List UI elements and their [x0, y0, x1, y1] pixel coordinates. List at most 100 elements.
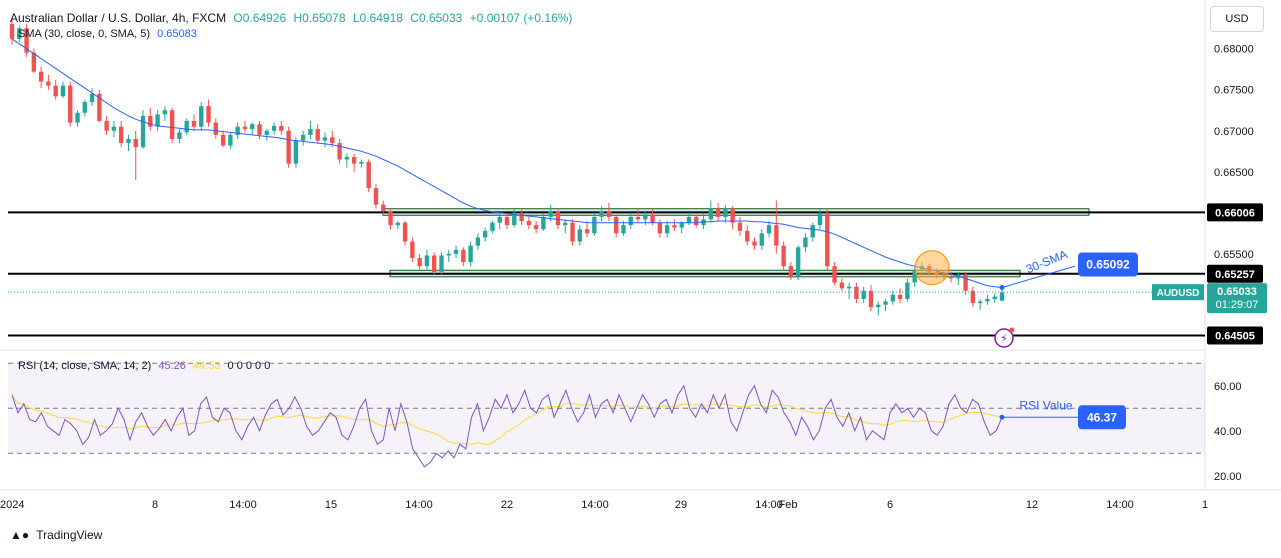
rsi-value-badge-text: 46.37	[1087, 410, 1117, 424]
price-tick-label: 0.67500	[1214, 85, 1254, 97]
candle-body	[373, 188, 379, 205]
candle-body	[686, 216, 692, 223]
footer-brand[interactable]: ▲● TradingView	[10, 528, 102, 542]
candle-body	[723, 208, 728, 217]
time-tick-label: 22	[501, 499, 513, 511]
candle-body	[235, 126, 240, 135]
ohlc-open: O0.64926	[233, 11, 287, 25]
candle-body	[999, 292, 1005, 301]
ohlc-change: +0.00107 (+0.16%)	[469, 11, 573, 25]
rsi-legend-value: 45.26	[158, 360, 186, 372]
symbol-tag	[1152, 284, 1204, 301]
candle-body	[883, 301, 888, 305]
sma-legend[interactable]: SMA (30, close, 0, SMA, 5) 0.65083	[18, 28, 197, 40]
candle-body	[577, 229, 582, 242]
candle-body	[825, 212, 830, 267]
level-price-tag-text: 0.64505	[1215, 330, 1255, 342]
candle-body	[271, 125, 277, 131]
candle-body	[599, 211, 604, 217]
candle-body	[482, 230, 488, 238]
candle-body	[861, 290, 866, 299]
candle-body	[970, 290, 976, 304]
footer-brand-text: TradingView	[36, 528, 103, 542]
candle-body	[410, 241, 415, 258]
ohlc-high: H0.65078	[293, 11, 346, 25]
candle-body	[279, 125, 284, 131]
candle-body	[228, 134, 233, 146]
candle-body	[526, 221, 532, 226]
candle-body	[446, 253, 451, 256]
sma-value-badge-text: 0.65092	[1086, 258, 1130, 272]
chart-title: Australian Dollar / U.S. Dollar, 4h, FXC…	[10, 11, 227, 25]
candle-body	[635, 216, 641, 220]
candle-body	[890, 294, 895, 302]
ohlc-low: L0.64918	[352, 11, 403, 25]
candle-body	[730, 208, 735, 223]
candle-body	[250, 124, 255, 130]
sma-value-badge	[1078, 252, 1138, 277]
candle-body	[672, 225, 677, 228]
candle-body	[548, 211, 553, 217]
candle-body	[555, 211, 561, 226]
candle-body	[475, 237, 481, 246]
candle-body	[570, 222, 575, 242]
candle-body	[533, 225, 539, 230]
candle-body	[119, 126, 124, 144]
currency-button[interactable]: USD	[1210, 6, 1264, 32]
candle-body	[948, 276, 954, 279]
candle-body	[169, 110, 175, 139]
level-price-tag-text: 0.66006	[1215, 207, 1255, 219]
candle-body	[206, 106, 211, 123]
candle-body	[992, 296, 997, 299]
rsi-legend-ma-value: 44.53	[192, 360, 221, 372]
candle-body	[213, 122, 219, 135]
candle-body	[330, 137, 335, 144]
time-tick-label: 14:00	[755, 499, 783, 511]
rsi-tick-label: 20.00	[1214, 471, 1242, 483]
candle-body	[563, 222, 568, 226]
time-tick-label: 6	[887, 499, 893, 511]
candle-body	[453, 249, 459, 254]
rsi-line	[11, 384, 1003, 468]
time-tick-label: 12	[1026, 499, 1038, 511]
candle-body	[839, 282, 845, 289]
candle-body	[963, 274, 968, 291]
time-tick-label: Feb	[779, 499, 798, 511]
time-tick-label: 29	[675, 499, 687, 511]
candle-body	[242, 126, 248, 130]
rsi-legend[interactable]: RSI (14, close, SMA, 14, 2) 45.26 44.53 …	[18, 360, 270, 372]
candle-body	[424, 255, 430, 267]
candle-body	[46, 81, 51, 86]
candle-body	[293, 140, 299, 164]
candle-body	[679, 222, 684, 228]
candle-body	[628, 216, 633, 226]
rsi-ma-line	[11, 394, 1003, 445]
candle-body	[31, 52, 37, 72]
candle-body	[300, 134, 306, 141]
candle-body	[126, 138, 131, 144]
candle-body	[308, 129, 313, 135]
candle-body	[854, 286, 859, 299]
candle-body	[817, 212, 823, 226]
candle-body	[715, 208, 721, 217]
last-price-tag-text: 0.65033	[1217, 286, 1257, 298]
price-tick-label: 0.66500	[1214, 167, 1254, 179]
candle-body	[184, 120, 189, 133]
level-price-tag	[1207, 203, 1263, 222]
candle-body	[402, 222, 408, 242]
rsi-pane: RSI Value 46.37	[8, 362, 1205, 468]
time-tick-label: 14:00	[229, 499, 257, 511]
candle-body	[344, 157, 350, 160]
candle-body	[60, 85, 66, 97]
last-price-tag	[1207, 283, 1267, 314]
price-tick-label: 0.65500	[1214, 249, 1254, 261]
candle-body	[497, 216, 502, 223]
tradingview-logo-icon: ▲●	[10, 528, 30, 542]
candle-body	[592, 216, 597, 234]
candle-body	[220, 134, 226, 146]
time-tick-label: 15	[325, 499, 337, 511]
rsi-tick-label: 60.00	[1214, 381, 1242, 393]
candle-body	[985, 298, 990, 302]
candle-body	[133, 138, 138, 148]
